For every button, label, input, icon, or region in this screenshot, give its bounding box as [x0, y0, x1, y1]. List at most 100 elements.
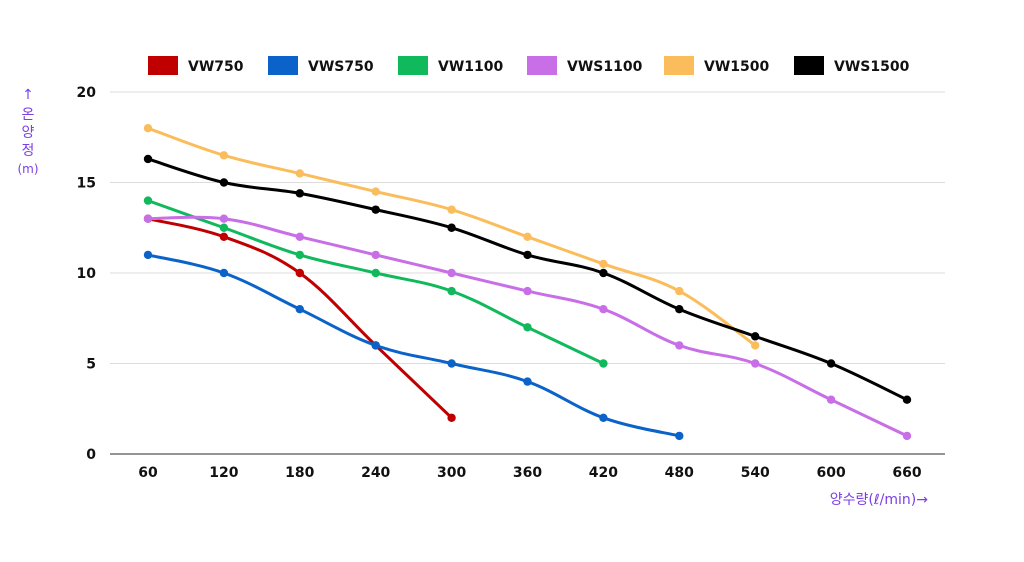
data-point [447, 359, 456, 368]
series-vws750 [143, 250, 684, 441]
data-point [599, 413, 608, 422]
data-point [751, 359, 760, 368]
data-point [219, 178, 229, 187]
data-point [371, 268, 380, 278]
data-point [599, 305, 608, 314]
data-point [675, 431, 684, 441]
data-point [675, 341, 684, 350]
y-axis-unit: (m) [17, 162, 38, 176]
data-point [826, 359, 836, 368]
y-axis-title-char-2: 양 [22, 125, 35, 141]
series-vws1500 [143, 154, 912, 404]
y-axis-title: ↑ 온 양 정 (m) [17, 87, 38, 176]
x-axis-ticks: 60 120 180 240 300 360 420 480 540 600 660 [138, 465, 922, 481]
x-tick-label: 180 [285, 465, 314, 481]
y-tick-label: 0 [86, 447, 96, 463]
data-point [826, 395, 836, 404]
data-point [295, 232, 304, 241]
data-point [675, 305, 684, 314]
data-point [143, 250, 153, 260]
data-point [599, 359, 608, 368]
series-vws1100 [143, 214, 912, 441]
data-point [523, 250, 532, 260]
x-tick-label: 60 [138, 465, 158, 481]
legend-item-vws750: VWS750 [268, 56, 374, 75]
data-point [295, 189, 304, 198]
data-point [902, 431, 912, 441]
data-point [675, 286, 684, 296]
legend-label: VW750 [188, 59, 244, 75]
data-point [447, 286, 456, 296]
data-point [143, 154, 153, 164]
y-axis-arrow: ↑ [22, 87, 34, 103]
x-tick-label: 600 [816, 465, 845, 481]
legend-item-vw750: VW750 [148, 56, 244, 75]
y-axis-title-char-1: 온 [22, 107, 35, 123]
data-point [295, 169, 304, 178]
data-point [447, 205, 456, 214]
legend-label: VW1100 [438, 59, 504, 75]
x-tick-label: 360 [513, 465, 542, 481]
gridlines [110, 91, 945, 455]
series-line-vws1100 [146, 215, 909, 438]
data-point [143, 196, 153, 205]
data-point [447, 268, 456, 278]
legend-label: VWS750 [308, 59, 374, 75]
x-tick-label: 540 [741, 465, 770, 481]
legend-label: VW1500 [704, 59, 770, 75]
data-point [295, 250, 304, 260]
legend-swatch [527, 56, 557, 75]
y-tick-label: 5 [86, 357, 96, 373]
x-axis-title: 양수량(ℓ/min)→ [830, 492, 928, 508]
legend-item-vw1500: VW1500 [664, 56, 770, 75]
legend-item-vws1500: VWS1500 [794, 56, 910, 75]
legend-swatch [398, 56, 428, 75]
legend-label: VWS1500 [834, 59, 910, 75]
data-point [599, 259, 608, 269]
legend-swatch [268, 56, 298, 75]
data-point [219, 214, 229, 223]
series-line-vws750 [146, 253, 681, 438]
data-point [902, 395, 912, 404]
data-point [219, 151, 229, 160]
data-point [371, 187, 380, 196]
data-point [371, 250, 380, 260]
x-tick-label: 420 [589, 465, 618, 481]
legend-swatch [148, 56, 178, 75]
series-vw750 [143, 214, 456, 422]
data-point [371, 205, 380, 214]
data-point [219, 232, 229, 241]
data-point [599, 268, 608, 278]
data-point [523, 377, 532, 386]
series-lines [143, 124, 912, 441]
legend: VW750 VWS750 VW1100 VWS1100 VW1500 VWS1500 [148, 56, 910, 75]
data-point [143, 124, 153, 133]
data-point [371, 341, 380, 350]
data-point [295, 305, 304, 314]
y-tick-label: 15 [77, 176, 96, 192]
y-tick-label: 10 [77, 266, 97, 282]
data-point [523, 286, 532, 296]
x-tick-label: 300 [437, 465, 466, 481]
y-tick-label: 20 [77, 85, 97, 101]
legend-label: VWS1100 [567, 59, 643, 75]
x-tick-label: 480 [665, 465, 694, 481]
y-axis-title-char-3: 정 [22, 143, 35, 159]
legend-item-vw1100: VW1100 [398, 56, 504, 75]
series-vw1100 [143, 196, 608, 368]
data-point [219, 223, 229, 232]
data-point [219, 268, 229, 278]
x-tick-label: 660 [892, 465, 921, 481]
data-point [523, 232, 532, 241]
series-vw1500 [143, 124, 760, 350]
x-tick-label: 240 [361, 465, 390, 481]
series-line-vw750 [146, 217, 454, 420]
data-point [143, 214, 153, 223]
data-point [447, 223, 456, 232]
data-point [523, 323, 532, 332]
data-point [751, 341, 760, 350]
legend-swatch [794, 56, 824, 75]
data-point [751, 332, 760, 341]
